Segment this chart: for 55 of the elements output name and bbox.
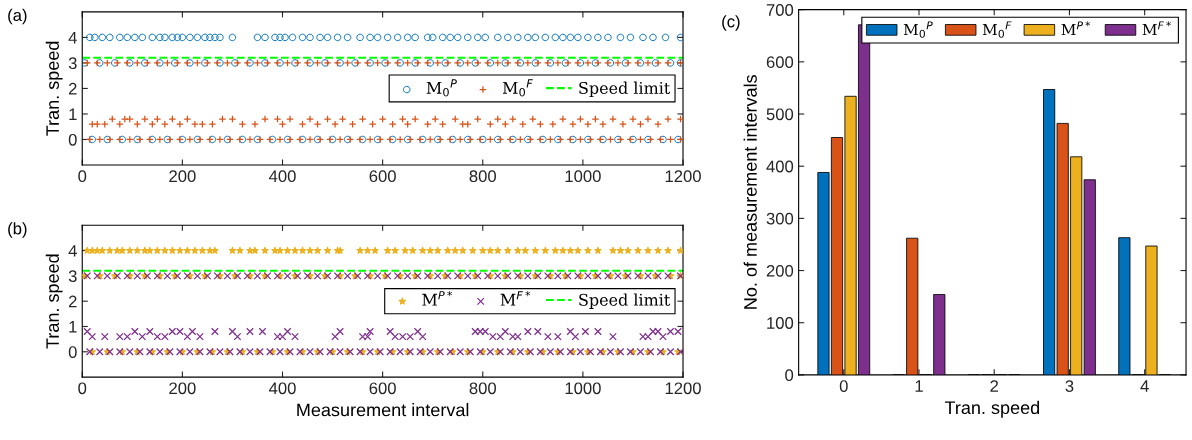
- y-tick-label: 2: [68, 82, 77, 95]
- legend-label: Speed limit: [579, 81, 671, 98]
- y-tick-label: 400: [766, 160, 794, 173]
- x-tick-label: 0: [839, 380, 848, 392]
- x-tick-label: 1: [915, 380, 923, 392]
- x-tick-label: 0: [78, 382, 87, 395]
- x-tick-label: 800: [469, 382, 497, 395]
- x-tick-label: 1000: [565, 382, 601, 395]
- x-tick-label: 800: [469, 170, 497, 183]
- legend-label: Speed limit: [579, 293, 671, 309]
- y-tick-label: 100: [767, 317, 794, 329]
- y-tick-label: 500: [766, 108, 794, 121]
- x-tick-label: 400: [268, 170, 296, 183]
- y-tick-label: 300: [766, 212, 794, 225]
- legend-label: M$^{P*}$: [422, 291, 453, 306]
- y-axis-title: Tran. speed: [45, 41, 63, 136]
- x-tick-label: 600: [369, 170, 396, 183]
- x-tick-label: 1200: [665, 382, 701, 395]
- y-axis-title: Tran. speed: [45, 254, 63, 349]
- text: (a): [8, 8, 27, 25]
- x-tick-label: 1200: [665, 170, 701, 183]
- text: (b): [8, 222, 27, 238]
- x-tick-label: 3: [1065, 380, 1074, 392]
- legend-label: M$^{P*}$: [1061, 21, 1091, 36]
- y-tick-label: 600: [766, 56, 794, 69]
- legend-label: M$_{0}$$^{F}$: [982, 21, 1012, 38]
- y-tick-label: 200: [766, 264, 794, 277]
- y-tick-label: 3: [68, 57, 77, 70]
- x-axis-title: Tran. speed: [944, 400, 1040, 418]
- y-tick-label: 1: [69, 321, 77, 333]
- y-axis-title: No. of measurement intervals: [743, 75, 757, 309]
- x-tick-label: 4: [1140, 380, 1149, 392]
- y-tick-label: 700: [766, 4, 794, 16]
- y-tick-label: 0: [68, 133, 77, 146]
- text: (c): [722, 15, 740, 31]
- y-tick-label: 4: [68, 245, 77, 257]
- x-tick-label: 2: [990, 380, 999, 392]
- legend-label: M$_{0}$$^{P}$: [903, 21, 933, 38]
- y-tick-label: 1: [69, 108, 77, 120]
- x-tick-label: 200: [169, 382, 196, 395]
- y-tick-label: 0: [68, 346, 77, 358]
- x-tick-label: 400: [268, 382, 296, 395]
- legend-label: M$_{0}$$^{F}$: [502, 79, 533, 97]
- legend-label: M$^{F*}$: [1142, 21, 1171, 36]
- y-tick-label: 3: [68, 270, 77, 283]
- x-axis-title: Measurement interval: [297, 403, 469, 417]
- legend-label: M$^{F*}$: [500, 291, 531, 306]
- legend-label: M$_{0}$$^{P}$: [426, 79, 457, 97]
- y-tick-label: 2: [68, 295, 77, 308]
- x-tick-label: 200: [169, 170, 196, 183]
- x-tick-label: 0: [78, 170, 87, 183]
- y-tick-label: 4: [68, 31, 77, 44]
- x-tick-label: 600: [369, 382, 396, 395]
- x-tick-label: 1000: [565, 170, 601, 183]
- y-tick-label: 0: [785, 369, 794, 382]
